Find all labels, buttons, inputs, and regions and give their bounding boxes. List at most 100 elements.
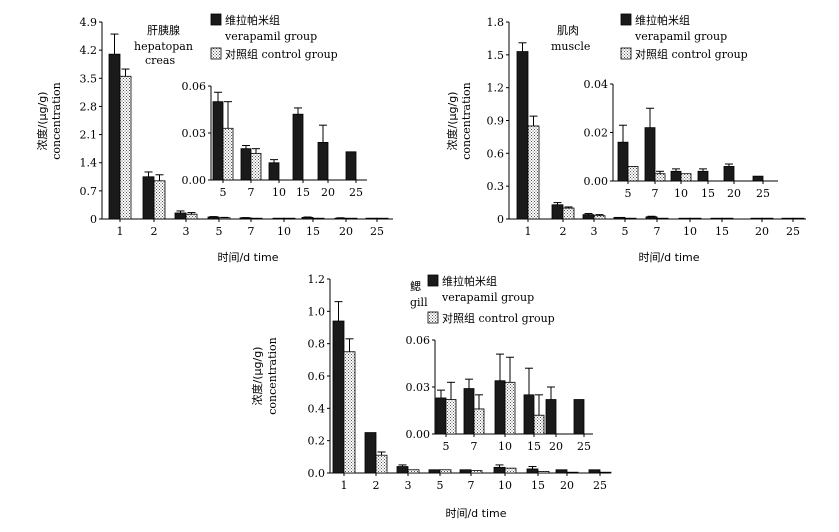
y-tick-label: 1.2 [308,273,326,286]
inset-control-bar [250,152,262,181]
control-bar [312,217,325,220]
y-tick-label: 0.9 [487,115,505,128]
x-tick-label: 7 [654,225,661,238]
inset-x-tick-label: 25 [756,187,770,200]
verapamil-bar [678,217,691,220]
inset-verapamil-bar [292,113,304,181]
y-tick-label: 0.2 [308,435,326,448]
x-tick-label: 5 [437,479,444,492]
x-tick-label: 25 [593,479,607,492]
control-bar [624,217,637,220]
legend-control-swatch [620,47,632,60]
inset-y-tick-label: 0.06 [182,80,207,93]
inset-verapamil-bar [494,380,506,435]
inset-x-tick-label: 7 [652,187,659,200]
tissue-title-cn: 鳃 [410,279,421,293]
y-tick-label: 0.6 [308,370,326,383]
verapamil-bar [526,468,539,474]
inset-verapamil-bar [435,397,447,435]
inset-verapamil-bar [752,175,764,182]
control-bar [566,471,579,474]
tissue-title-en: hepatopan [134,40,193,53]
y-tick-label: 1.4 [80,157,98,170]
control-bar [562,207,575,220]
y-axis-label-cn: 浓度/(μg/g) [445,92,459,151]
verapamil-bar [516,51,529,220]
x-tick-label: 1 [341,479,348,492]
inset-x-tick-label: 20 [321,186,335,199]
verapamil-bar [301,216,314,220]
x-tick-label: 25 [370,225,384,238]
x-tick-label: 10 [277,225,291,238]
inset-y-tick-label: 0.06 [406,334,431,347]
legend-verapamil-swatch [427,274,439,287]
x-tick-label: 20 [755,225,769,238]
legend-control-label: 对照组 control group [225,47,338,61]
x-tick-label: 20 [339,225,353,238]
y-tick-label: 1.0 [308,305,326,318]
verapamil-bar [555,469,568,474]
control-bar [721,217,734,220]
inset-x-tick-label: 5 [443,440,450,453]
control-bar [343,351,356,474]
inset-verapamil-bar [723,166,735,182]
inset-verapamil-bar [463,388,475,435]
verapamil-bar [781,217,794,220]
inset-verapamil-bar [545,399,557,435]
inset-control-bar [533,414,545,435]
inset-x-tick-label: 20 [549,440,563,453]
y-tick-label: 0.8 [308,338,326,351]
verapamil-bar [365,217,378,220]
inset-control-bar [473,408,485,435]
legend-verapamil-label-en: verapamil group [441,291,534,304]
control-bar [656,217,669,220]
gill-chart: 0.0 0.2 0.4 0.6 0.8 1.0 1.2 1 2 3 5 7 10 15 20 25 0.00 0.… [250,273,612,520]
legend-control-swatch [427,311,439,324]
verapamil-bar [645,216,658,220]
x-tick-label: 2 [151,225,158,238]
inset-x-tick-label: 15 [701,187,715,200]
x-tick-label: 2 [560,225,567,238]
x-tick-label: 7 [248,225,255,238]
control-bar [376,217,389,220]
y-tick-label: 0.7 [80,185,98,198]
control-bar [599,471,612,474]
control-bar [537,470,550,474]
x-tick-label: 2 [373,479,380,492]
inset-y-tick-label: 0.04 [584,78,609,91]
verapamil-bar [551,204,564,220]
legend-control-swatch [210,47,222,60]
x-axis-label: 时间/d time [445,507,506,520]
tissue-title-en-2: creas [145,54,175,67]
y-tick-label: 0 [497,213,504,226]
x-tick-label: 10 [498,479,512,492]
inset-verapamil-bar [670,170,682,182]
legend-control-label: 对照组 control group [635,47,748,61]
y-tick-label: 2.8 [80,100,98,113]
verapamil-bar [428,469,441,474]
inset-x-tick-label: 7 [248,186,255,199]
x-axis-label: 时间/d time [638,251,699,264]
verapamil-bar [108,53,121,220]
y-axis-label-cn: 浓度/(μg/g) [250,347,264,406]
legend-verapamil-swatch [620,13,632,26]
y-axis-label-en: concentration [460,82,473,160]
verapamil-bar [272,217,285,220]
legend-verapamil-swatch [210,13,222,26]
inset-x-tick-label: 15 [296,186,310,199]
control-bar [218,217,231,220]
control-bar [504,467,517,474]
x-tick-label: 15 [715,225,729,238]
control-bar [250,217,263,220]
verapamil-bar [334,217,347,220]
inset-verapamil-bar [523,394,535,435]
legend-control-label: 对照组 control group [442,311,555,325]
control-bar [689,217,702,220]
legend-verapamil-label: 维拉帕米组 [225,13,280,27]
x-tick-label: 3 [183,225,190,238]
control-bar [527,125,540,220]
inset-y-tick-label: 0.00 [584,175,609,188]
x-tick-label: 3 [405,479,412,492]
verapamil-bar [332,320,345,474]
